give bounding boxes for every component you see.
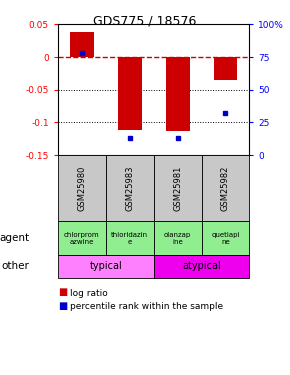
Text: chlorprom
azwine: chlorprom azwine [64, 232, 100, 245]
Text: GDS775 / 18576: GDS775 / 18576 [93, 15, 197, 28]
Bar [118, 57, 142, 130]
Bar [166, 57, 190, 131]
Text: GSM25981: GSM25981 [173, 165, 182, 211]
Text: log ratio: log ratio [70, 289, 107, 298]
Text: agent: agent [0, 233, 29, 243]
Text: atypical: atypical [182, 261, 221, 272]
Bar [58, 255, 154, 278]
Text: quetiapi
ne: quetiapi ne [211, 232, 240, 245]
Text: GSM25980: GSM25980 [77, 165, 86, 211]
Bar [106, 155, 154, 221]
Text: ■: ■ [58, 301, 67, 310]
Text: thioridazin
e: thioridazin e [111, 232, 148, 245]
Text: ■: ■ [58, 288, 67, 297]
Bar [70, 32, 94, 57]
Bar [202, 155, 249, 221]
Text: olanzap
ine: olanzap ine [164, 232, 191, 245]
Text: typical: typical [90, 261, 122, 272]
Text: other: other [1, 261, 29, 272]
Bar [154, 155, 202, 221]
Text: GSM25982: GSM25982 [221, 165, 230, 211]
Bar [58, 221, 106, 255]
Bar [58, 155, 106, 221]
Text: percentile rank within the sample: percentile rank within the sample [70, 302, 223, 311]
Bar [202, 221, 249, 255]
Bar [213, 57, 238, 80]
Bar [154, 255, 249, 278]
Text: GSM25983: GSM25983 [125, 165, 134, 211]
Bar [154, 221, 202, 255]
Bar [106, 221, 154, 255]
